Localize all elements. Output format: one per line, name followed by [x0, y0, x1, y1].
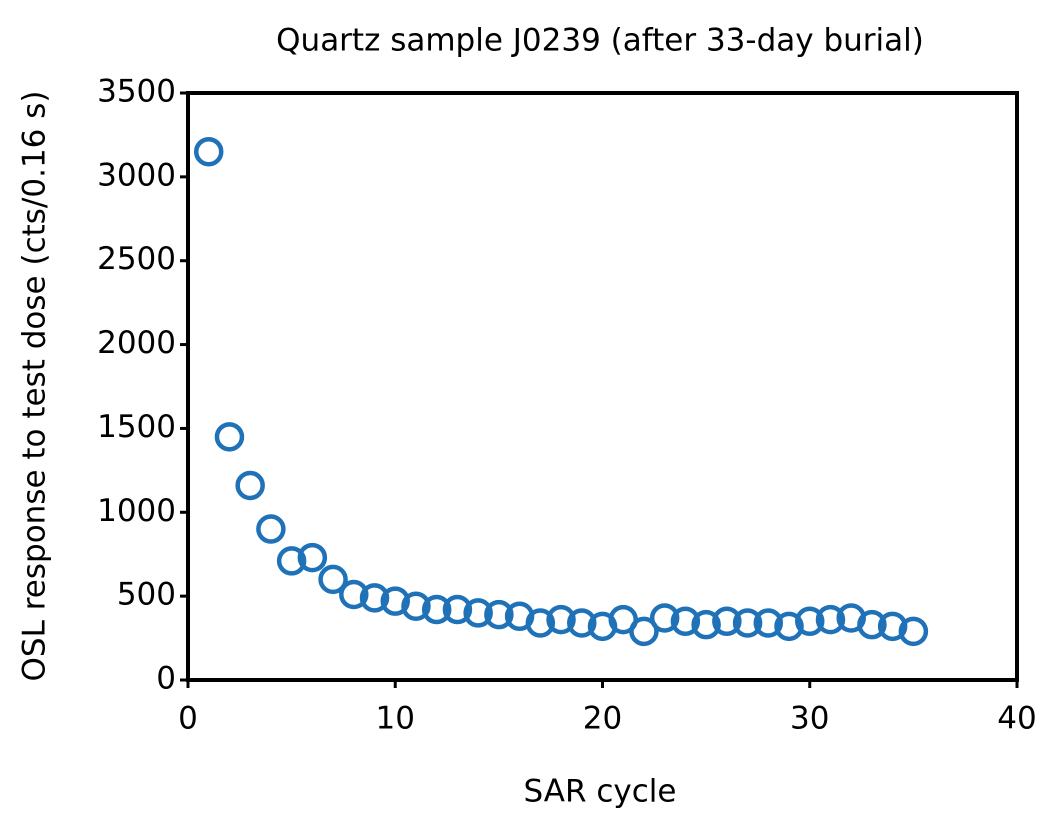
point [546, 604, 576, 635]
y-tick-label: 1500 [97, 409, 176, 445]
x-tick-label: 0 [178, 701, 198, 737]
x-axis-label: SAR cycle [524, 774, 677, 810]
x-tick-label: 20 [583, 701, 622, 737]
x-tick-label: 10 [376, 701, 415, 737]
point [857, 609, 887, 640]
point [339, 579, 369, 610]
point [318, 564, 348, 595]
chart-title: Quartz sample J0239 (after 33-day burial… [276, 23, 924, 59]
point [463, 598, 493, 628]
y-tick-label: 0 [156, 661, 176, 697]
point [235, 470, 265, 501]
plot-frame [186, 91, 1019, 682]
point [898, 616, 929, 647]
point [380, 586, 410, 616]
point [815, 604, 846, 635]
y-tick-label: 2500 [97, 241, 176, 277]
point [214, 422, 245, 452]
point [484, 599, 514, 630]
point [670, 606, 701, 637]
y-tick-label: 3500 [97, 74, 176, 110]
x-tick-label: 30 [790, 701, 829, 737]
point [421, 594, 452, 625]
point [712, 606, 742, 637]
y-tick-label: 2000 [97, 325, 176, 361]
point [193, 136, 224, 167]
point [877, 611, 908, 642]
y-tick-label: 3000 [97, 157, 176, 193]
x-tick-label: 40 [997, 701, 1036, 737]
point [795, 606, 825, 637]
y-tick-label: 1000 [97, 493, 176, 529]
point [691, 609, 721, 640]
point [732, 608, 763, 638]
point [256, 514, 286, 544]
point [649, 603, 680, 633]
point [359, 583, 390, 613]
point [629, 616, 659, 647]
point [567, 608, 597, 638]
point [401, 591, 431, 621]
point [297, 542, 328, 573]
point [753, 608, 784, 638]
y-axis-label: OSL response to test dose (cts/0.16 s) [17, 91, 53, 682]
y-tick-label: 500 [117, 577, 176, 613]
point [525, 608, 556, 638]
point [442, 594, 473, 625]
point [774, 611, 804, 642]
point [276, 546, 307, 576]
